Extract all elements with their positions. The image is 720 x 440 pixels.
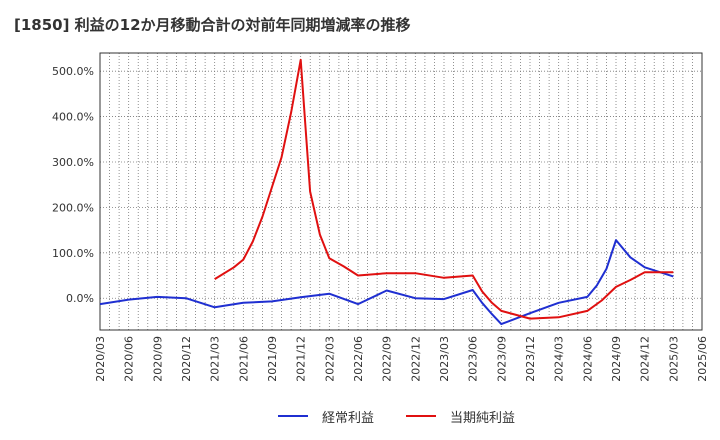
series-line-1 [214,58,674,320]
x-tick-label: 2021/09 [266,336,279,382]
x-tick-label: 2022/12 [409,336,422,382]
x-tick-label: 2024/03 [553,336,566,382]
x-tick-label: 2024/12 [639,336,652,382]
legend-item-keijo: 経常利益 [278,404,374,428]
y-tick-label: 400.0% [52,111,94,124]
legend-swatch-junri [406,415,436,417]
legend-swatch-keijo [278,415,308,417]
series-line-0 [99,239,674,326]
x-tick-label: 2020/12 [180,336,193,382]
x-tick-label: 2024/09 [610,336,623,382]
legend-label-junri: 当期純利益 [450,410,516,426]
x-tick-label: 2024/06 [581,336,594,382]
legend: 経常利益 当期純利益 [0,404,720,428]
x-tick-label: 2023/12 [524,336,537,382]
x-axis: 2020/03 2020/06 2020/09 2020/12 2021/03 2021/… [94,336,709,382]
legend-label-keijo: 経常利益 [322,410,375,426]
y-tick-label: 0.0% [66,292,94,305]
y-axis: 0.0% 100.0% 200.0% 300.0% 400.0% 500.0% [52,65,94,305]
plot-frame [99,52,703,331]
series-layer [99,58,674,326]
x-tick-label: 2025/03 [667,336,680,382]
y-tick-label: 100.0% [52,247,94,260]
x-tick-label: 2023/03 [438,336,451,382]
x-tick-label: 2025/06 [696,336,709,382]
x-tick-label: 2022/06 [352,336,365,382]
chart-title: [1850] 利益の12か月移動合計の対前年同期増減率の推移 [14,16,411,34]
x-tick-label: 2020/09 [151,336,164,382]
x-tick-label: 2022/09 [381,336,394,382]
x-tick-label: 2021/12 [295,336,308,382]
x-tick-label: 2022/03 [323,336,336,382]
x-tick-label: 2021/06 [237,336,250,382]
x-tick-label: 2021/03 [209,336,222,382]
x-tick-label: 2023/06 [467,336,480,382]
x-tick-label: 2023/09 [495,336,508,382]
y-tick-label: 500.0% [52,65,94,78]
legend-item-junri: 当期純利益 [406,404,515,428]
y-tick-label: 200.0% [52,201,94,214]
x-tick-label: 2020/06 [123,336,136,382]
y-tick-label: 300.0% [52,156,94,169]
grid-layer [100,53,702,330]
x-tick-label: 2020/03 [94,336,107,382]
